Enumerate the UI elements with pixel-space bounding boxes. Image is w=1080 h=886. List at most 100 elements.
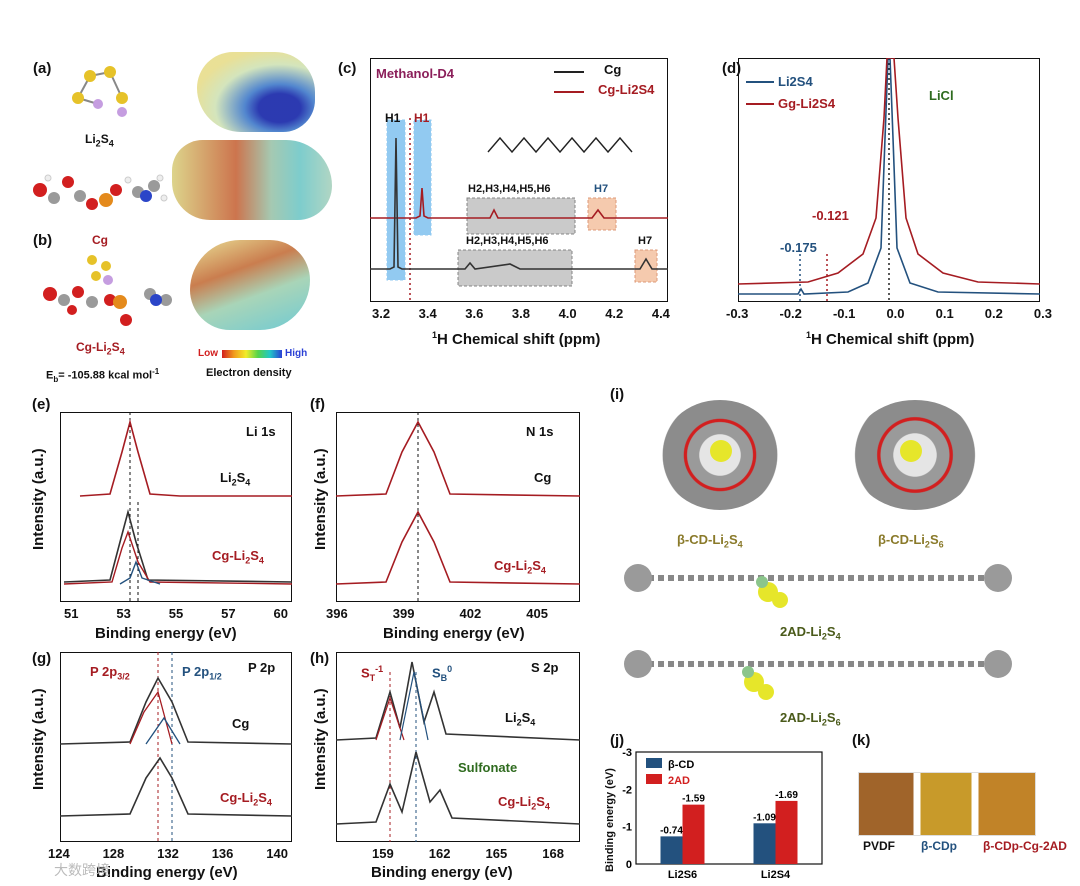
panel-a-label: (a) [33, 60, 52, 77]
nmr-c-legend-cg: Cg [604, 62, 622, 77]
xps-g-sample-2: Cg-Li2S4 [220, 790, 272, 808]
panel-i-label: (i) [610, 386, 625, 403]
vial-label-bcdp: β-CDp [921, 839, 957, 853]
licl-label: LiCl [929, 88, 954, 103]
nmr-c-frame [370, 58, 668, 302]
mol-label-4: 2AD-Li2S6 [780, 710, 841, 728]
y-tick-label: 0 [626, 859, 632, 871]
bar-β-CD-Li2S4 [753, 823, 776, 864]
j-legend-swatch-1 [646, 774, 662, 784]
cg-esp-map [172, 140, 332, 220]
mol-label-3: 2AD-Li2S4 [780, 624, 841, 642]
xps-f-title: N 1s [526, 424, 554, 439]
vial-label-bcdp-cg-2ad: β-CDp-Cg-2AD [983, 839, 1067, 853]
xps-h-sample-2: Cg-Li2S4 [498, 794, 550, 812]
sb-label: SB0 [432, 664, 453, 683]
nmr-c-xlabel: 1H Chemical shift (ppm) [432, 330, 601, 348]
bar-value-label: -1.69 [775, 790, 798, 801]
binding-energy-caption: Eb= -105.88 kcal mol-1 [46, 367, 160, 384]
nmr-c-legend-cg-li2s4: Cg-Li2S4 [598, 82, 655, 97]
panel-k-label: (k) [852, 732, 871, 749]
shift-value-2: -0.121 [812, 208, 849, 223]
panel-j-label: (j) [610, 732, 625, 749]
xps-e-xlabel: Binding energy (eV) [95, 625, 237, 642]
li2s6-cluster-1 [900, 440, 922, 462]
xps-g-frame [60, 652, 292, 842]
sulfonate-label: Sulfonate [458, 760, 518, 775]
xps-e-frame [60, 412, 292, 602]
xps-e-sample-2: Cg-Li2S4 [212, 548, 264, 566]
esp-colorbar [222, 350, 282, 358]
j-plot-frame [635, 751, 823, 865]
xps-g-plot [60, 652, 292, 842]
panel-b-label: (b) [33, 232, 53, 249]
xps-h-xlabel: Binding energy (eV) [371, 864, 513, 881]
xps-e-plot [63, 412, 292, 602]
nmr-d-xticks: -0.3 -0.2 -0.1 0.0 0.1 0.2 0.3 [726, 306, 1052, 321]
cg-caption: Cg [92, 233, 108, 247]
bar-value-label: -0.74 [660, 825, 683, 836]
mol-label-1: β-CD-Li2S4 [677, 532, 743, 550]
h-group-bot: H2,H3,H4,H5,H6 [466, 235, 549, 247]
nmr-d-legend-li2s4: Li2S4 [778, 74, 813, 89]
h1-label-b: H1 [414, 111, 430, 125]
xps-h-frame [336, 652, 580, 842]
cg-li2s4-caption: Cg-Li2S4 [76, 340, 125, 357]
y-tick-label: -1 [622, 822, 632, 834]
nmr-d-xlabel: 1H Chemical shift (ppm) [806, 330, 975, 348]
h7-bot: H7 [638, 235, 653, 247]
binding-energy-chart: β-CD 2AD -0.74 -1.59 -1.09 -1.69 -3 -2 -1 0 Li… [622, 747, 823, 881]
solvent-label: Methanol-D4 [376, 66, 454, 81]
xps-g-xlabel: Binding energy (eV) [96, 864, 238, 881]
panel-c-label: (c) [338, 60, 357, 77]
xps-g-xticks: 124 128 132 136 140 [48, 846, 288, 861]
panel-h-label: (h) [310, 650, 330, 667]
xps-g-title: P 2p [248, 660, 276, 675]
nmr-d-plot [738, 58, 1040, 302]
xps-f-xticks: 396 399 402 405 [326, 606, 548, 621]
j-ylabel: Binding energy (eV) [604, 768, 616, 872]
nmr-d-legend-gg: Gg-Li2S4 [778, 96, 836, 111]
p32-label: P 2p3/2 [90, 664, 130, 682]
bar-2AD-Li2S6 [682, 804, 705, 864]
panel-f-label: (f) [310, 396, 325, 413]
bar-β-CD-Li2S6 [660, 836, 683, 864]
nmr-c-plot [370, 71, 668, 302]
2ad-li2s6-model [624, 650, 1012, 700]
h1-label-a: H1 [385, 111, 401, 125]
xps-h-title: S 2p [531, 660, 559, 675]
xps-f-xlabel: Binding energy (eV) [383, 625, 525, 642]
li2s4-caption: Li2S4 [85, 132, 114, 149]
panel-g-label: (g) [32, 650, 52, 667]
y-tick-label: -3 [622, 747, 632, 759]
electron-density-label: Electron density [206, 367, 292, 379]
xps-e-ylabel: Intensity (a.u.) [30, 448, 47, 550]
li2s4-molecule [72, 66, 128, 117]
nmr-c-xticks: 3.2 3.4 3.6 3.8 4.0 4.2 4.4 [372, 306, 670, 321]
esp-high-label: High [285, 348, 308, 359]
x-category-label: Li2S4 [761, 869, 791, 881]
j-legend-swatch-0 [646, 758, 662, 768]
li2s4-esp-map [197, 52, 315, 132]
xps-f-plot [336, 412, 580, 602]
xps-e-sample-1: Li2S4 [220, 470, 251, 488]
xps-f-sample-1: Cg [534, 470, 552, 485]
watermark: 大数跨境 [54, 862, 110, 878]
p12-label: P 2p1/2 [182, 664, 222, 682]
esp-low-label: Low [198, 348, 218, 359]
xps-h-xticks: 159 162 165 168 [372, 846, 564, 861]
bar-2AD-Li2S4 [775, 800, 798, 864]
x-category-label: Li2S6 [668, 869, 697, 881]
xps-g-ylabel: Intensity (a.u.) [30, 688, 47, 790]
y-tick-label: -2 [622, 784, 632, 796]
xps-h-ylabel: Intensity (a.u.) [312, 688, 329, 790]
xps-e-title: Li 1s [246, 424, 276, 439]
cg-li2s4-molecule [43, 255, 172, 326]
cg-molecule [33, 174, 168, 210]
xps-g-sample-1: Cg [232, 716, 250, 731]
xps-h-sample-1: Li2S4 [505, 710, 536, 728]
cg-li2s4-esp-map [190, 240, 310, 330]
panel-e-label: (e) [32, 396, 51, 413]
bar-value-label: -1.59 [682, 794, 705, 805]
xps-f-frame [336, 412, 580, 602]
